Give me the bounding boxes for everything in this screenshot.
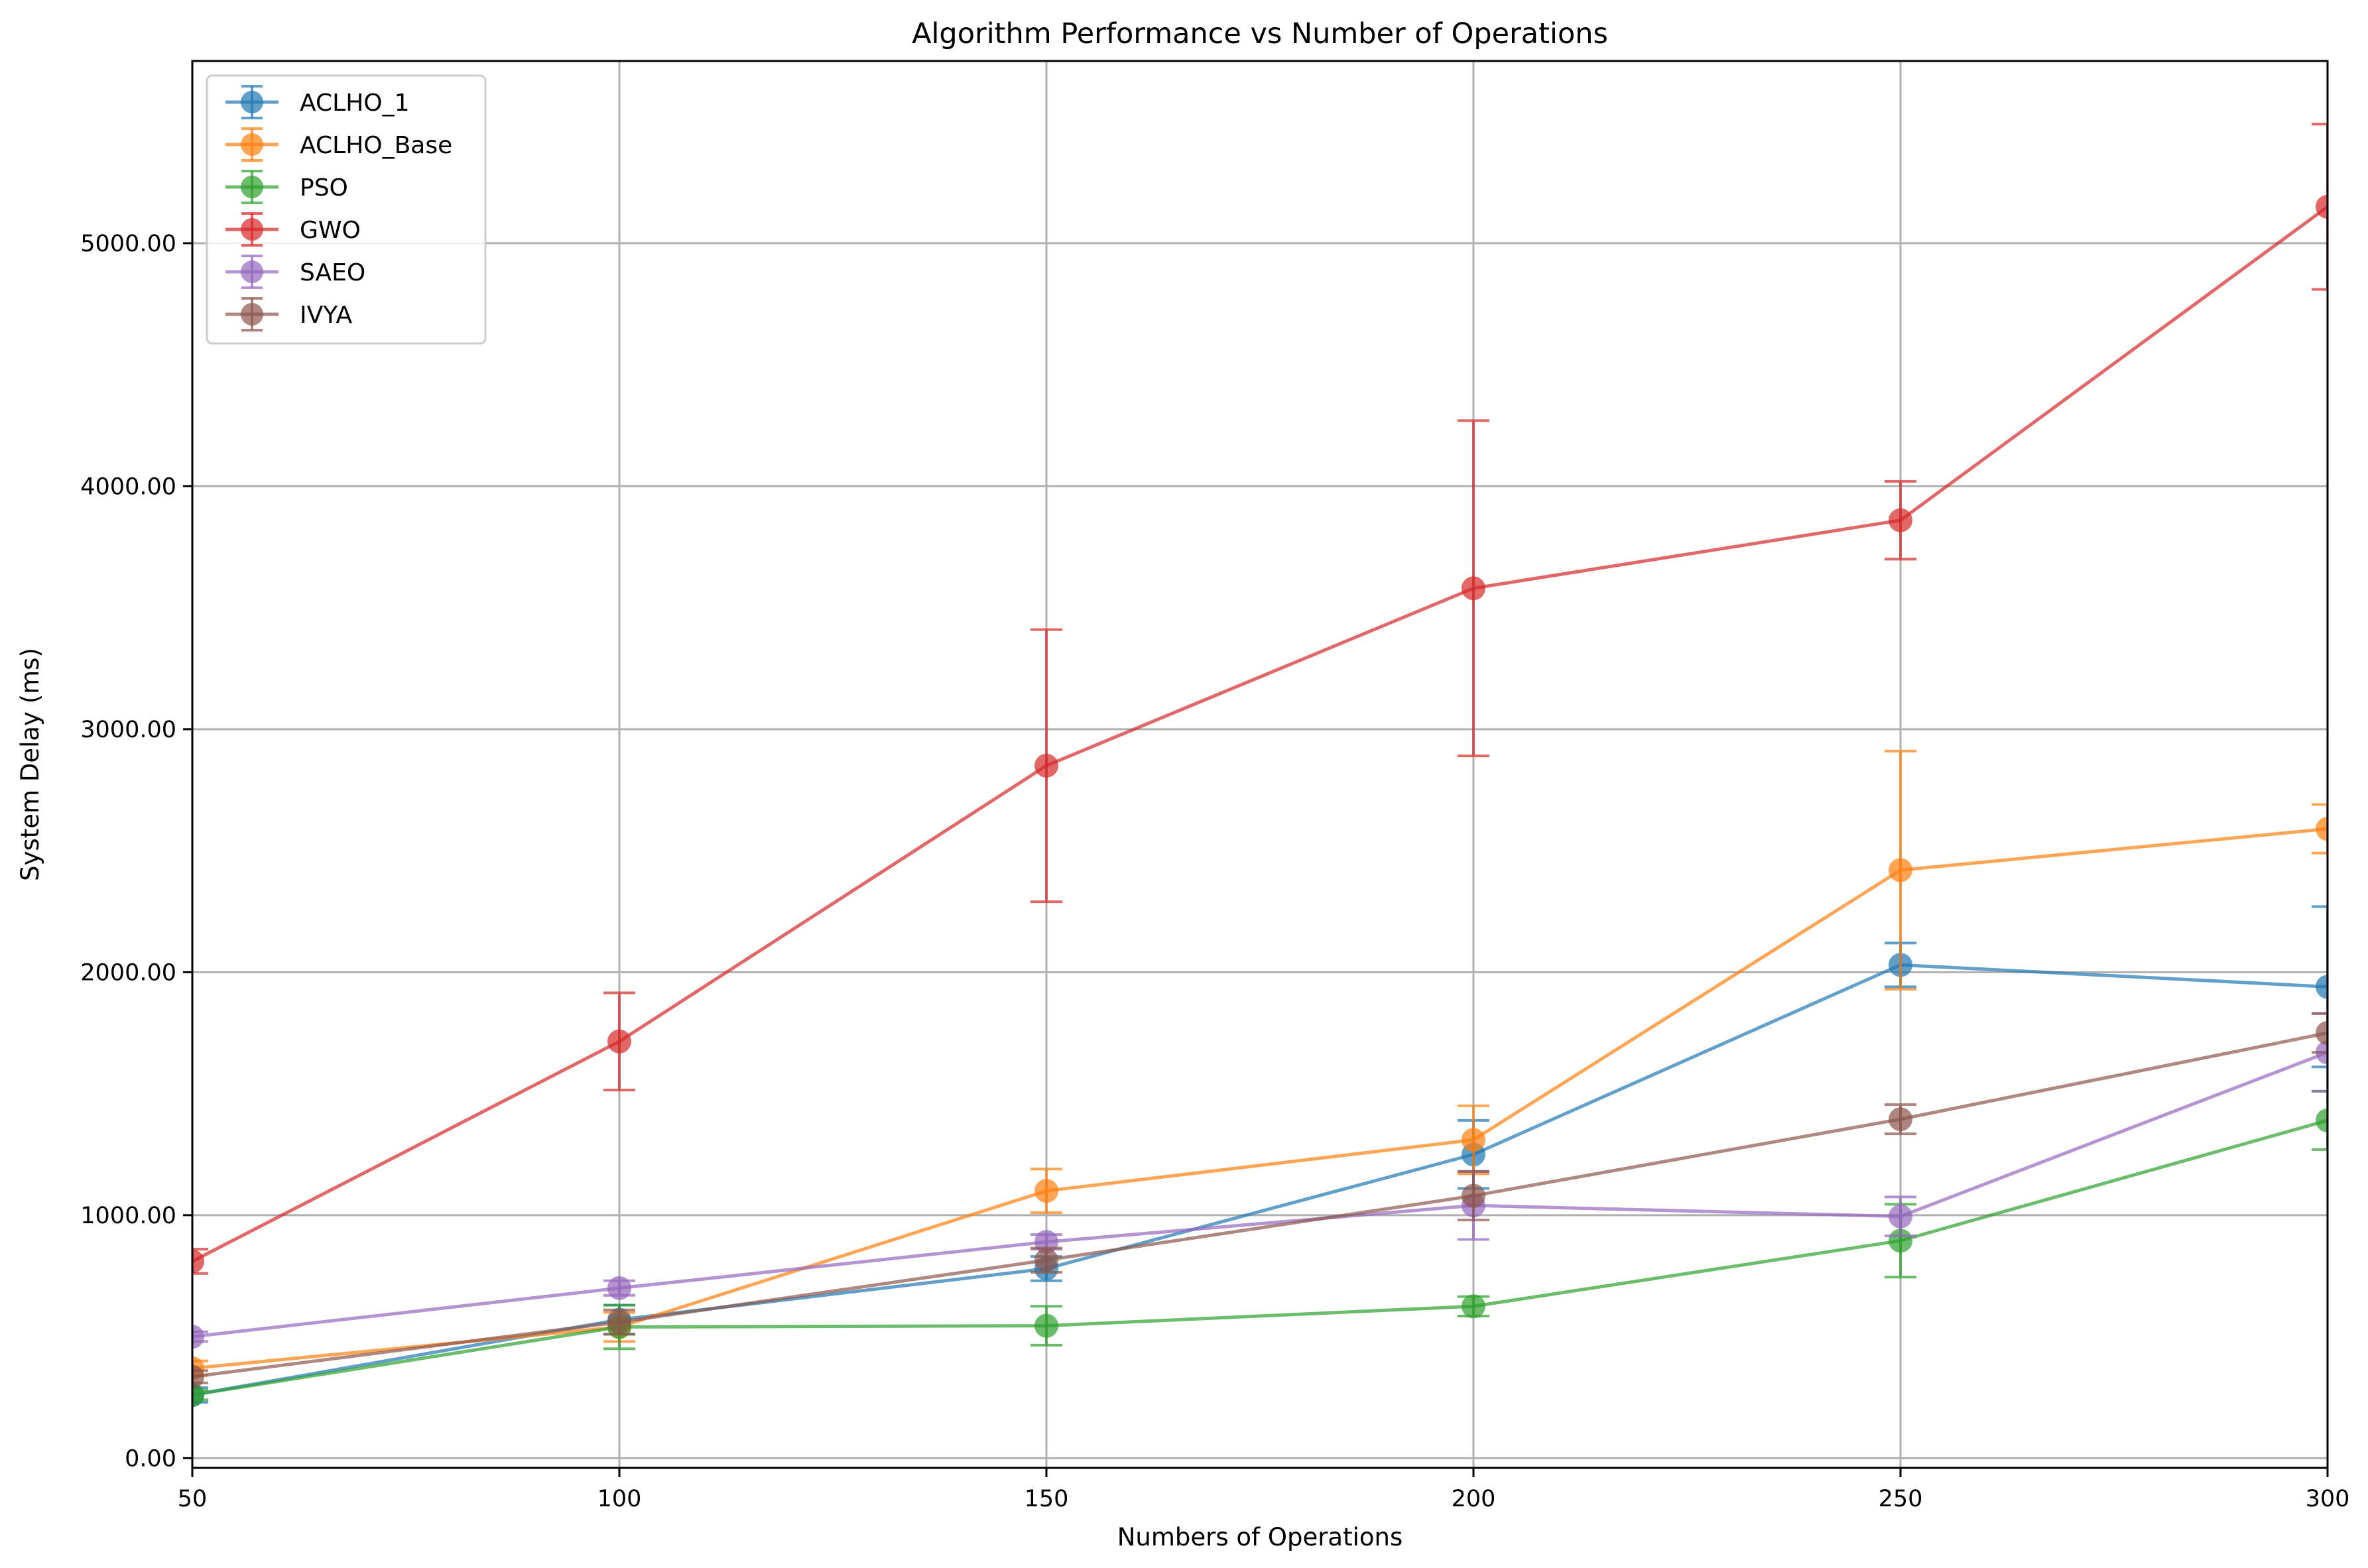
legend-label: SAEO xyxy=(300,259,365,286)
series-line-IVYA xyxy=(192,1031,2328,1379)
point-SAEO-100 xyxy=(607,1276,631,1300)
legend-marker xyxy=(241,133,263,156)
point-ACLHO_Base-300 xyxy=(2316,817,2328,841)
legend-box xyxy=(206,74,487,345)
point-GWO-200 xyxy=(1462,576,1485,601)
legend: ACLHO_1 ACLHO_Base PSO GWO SAEO IVYA xyxy=(206,74,487,345)
point-PSO-150 xyxy=(1034,1313,1058,1338)
legend-marker xyxy=(241,261,263,283)
point-GWO-300 xyxy=(2316,194,2328,219)
legend-item-PSO: PSO xyxy=(225,170,348,204)
point-ACLHO_Base-250 xyxy=(1889,858,1912,882)
x-tick-label: 150 xyxy=(1025,1486,1069,1512)
point-PSO-300 xyxy=(2316,1108,2328,1132)
legend-item-GWO: GWO xyxy=(225,212,361,247)
y-tick-label: 1000.00 xyxy=(80,1203,176,1229)
point-PSO-50 xyxy=(192,1383,204,1408)
series-IVYA xyxy=(192,1012,2328,1389)
point-IVYA-150 xyxy=(1034,1248,1058,1272)
errorbar-IVYA-300 xyxy=(2312,1012,2328,1054)
legend-item-IVYA: IVYA xyxy=(225,297,352,332)
legend-label: PSO xyxy=(300,174,348,202)
series-line-ACLHO_Base xyxy=(192,827,2328,1370)
y-tick-label: 4000.00 xyxy=(80,473,176,500)
point-SAEO-250 xyxy=(1889,1204,1912,1229)
series-layer xyxy=(192,123,2328,1408)
errorbar-ACLHO_1-300 xyxy=(2312,905,2328,1069)
errorbar-ACLHO_Base-300 xyxy=(2312,803,2328,855)
x-tick-label: 50 xyxy=(178,1486,208,1512)
legend-item-ACLHO_1: ACLHO_1 xyxy=(225,85,410,119)
legend-marker xyxy=(241,176,263,198)
axes-border xyxy=(191,60,2329,1469)
errorbar-GWO-300 xyxy=(2312,123,2328,291)
x-axis-label: Numbers of Operations xyxy=(1117,1523,1403,1551)
point-IVYA-300 xyxy=(2316,1020,2328,1045)
point-ACLHO_1-300 xyxy=(2316,975,2328,999)
axes-frame xyxy=(191,60,2329,1469)
point-ACLHO_Base-150 xyxy=(1034,1179,1058,1203)
legend-label: ACLHO_1 xyxy=(300,90,410,117)
point-GWO-100 xyxy=(607,1029,631,1054)
y-tick-label: 3000.00 xyxy=(80,717,176,743)
legend-label: GWO xyxy=(300,217,361,244)
series-clip-group xyxy=(192,123,2328,1408)
legend-label: ACLHO_Base xyxy=(300,132,452,159)
point-ACLHO_Base-200 xyxy=(1462,1128,1485,1152)
legend-marker xyxy=(241,91,263,113)
x-axis: 50 100 150 200 250 300 xyxy=(178,1468,2350,1512)
plot-background xyxy=(192,61,2328,1468)
plot-area xyxy=(192,61,2328,1468)
series-line-GWO xyxy=(192,205,2328,1263)
chart-title: Algorithm Performance vs Number of Opera… xyxy=(912,17,1608,50)
errorbar-ACLHO_1-50 xyxy=(192,1386,208,1404)
legend-marker xyxy=(241,303,263,326)
y-tick-label: 5000.00 xyxy=(80,231,176,257)
point-GWO-50 xyxy=(192,1249,204,1274)
point-GWO-150 xyxy=(1034,753,1058,778)
errorbar-IVYA-50 xyxy=(192,1369,208,1384)
legend-marker xyxy=(241,218,263,241)
y-axis-label: System Delay (ms) xyxy=(16,648,44,881)
series-line-PSO xyxy=(192,1118,2328,1397)
point-SAEO-50 xyxy=(192,1325,204,1349)
x-tick-label: 300 xyxy=(2306,1486,2350,1512)
point-IVYA-200 xyxy=(1462,1183,1485,1208)
y-tick-label: 2000.00 xyxy=(80,959,176,986)
y-tick-label: 0.00 xyxy=(125,1445,176,1472)
legend-label: IVYA xyxy=(300,302,352,329)
series-line-SAEO xyxy=(192,1050,2328,1339)
point-IVYA-100 xyxy=(607,1310,631,1335)
point-GWO-250 xyxy=(1889,508,1912,532)
x-tick-label: 250 xyxy=(1879,1486,1923,1512)
x-tick-label: 100 xyxy=(597,1486,642,1512)
y-axis: 0.00 1000.00 2000.00 3000.00 4000.00 5000.00 xyxy=(80,231,192,1472)
series-GWO xyxy=(192,123,2328,1275)
x-tick-label: 200 xyxy=(1452,1486,1496,1512)
point-IVYA-50 xyxy=(192,1364,204,1389)
point-IVYA-250 xyxy=(1889,1107,1912,1132)
errorbar-GWO-50 xyxy=(192,1248,208,1275)
legend-item-ACLHO_Base: ACLHO_Base xyxy=(225,127,452,162)
legend-item-SAEO: SAEO xyxy=(225,255,365,289)
point-PSO-200 xyxy=(1462,1294,1485,1319)
